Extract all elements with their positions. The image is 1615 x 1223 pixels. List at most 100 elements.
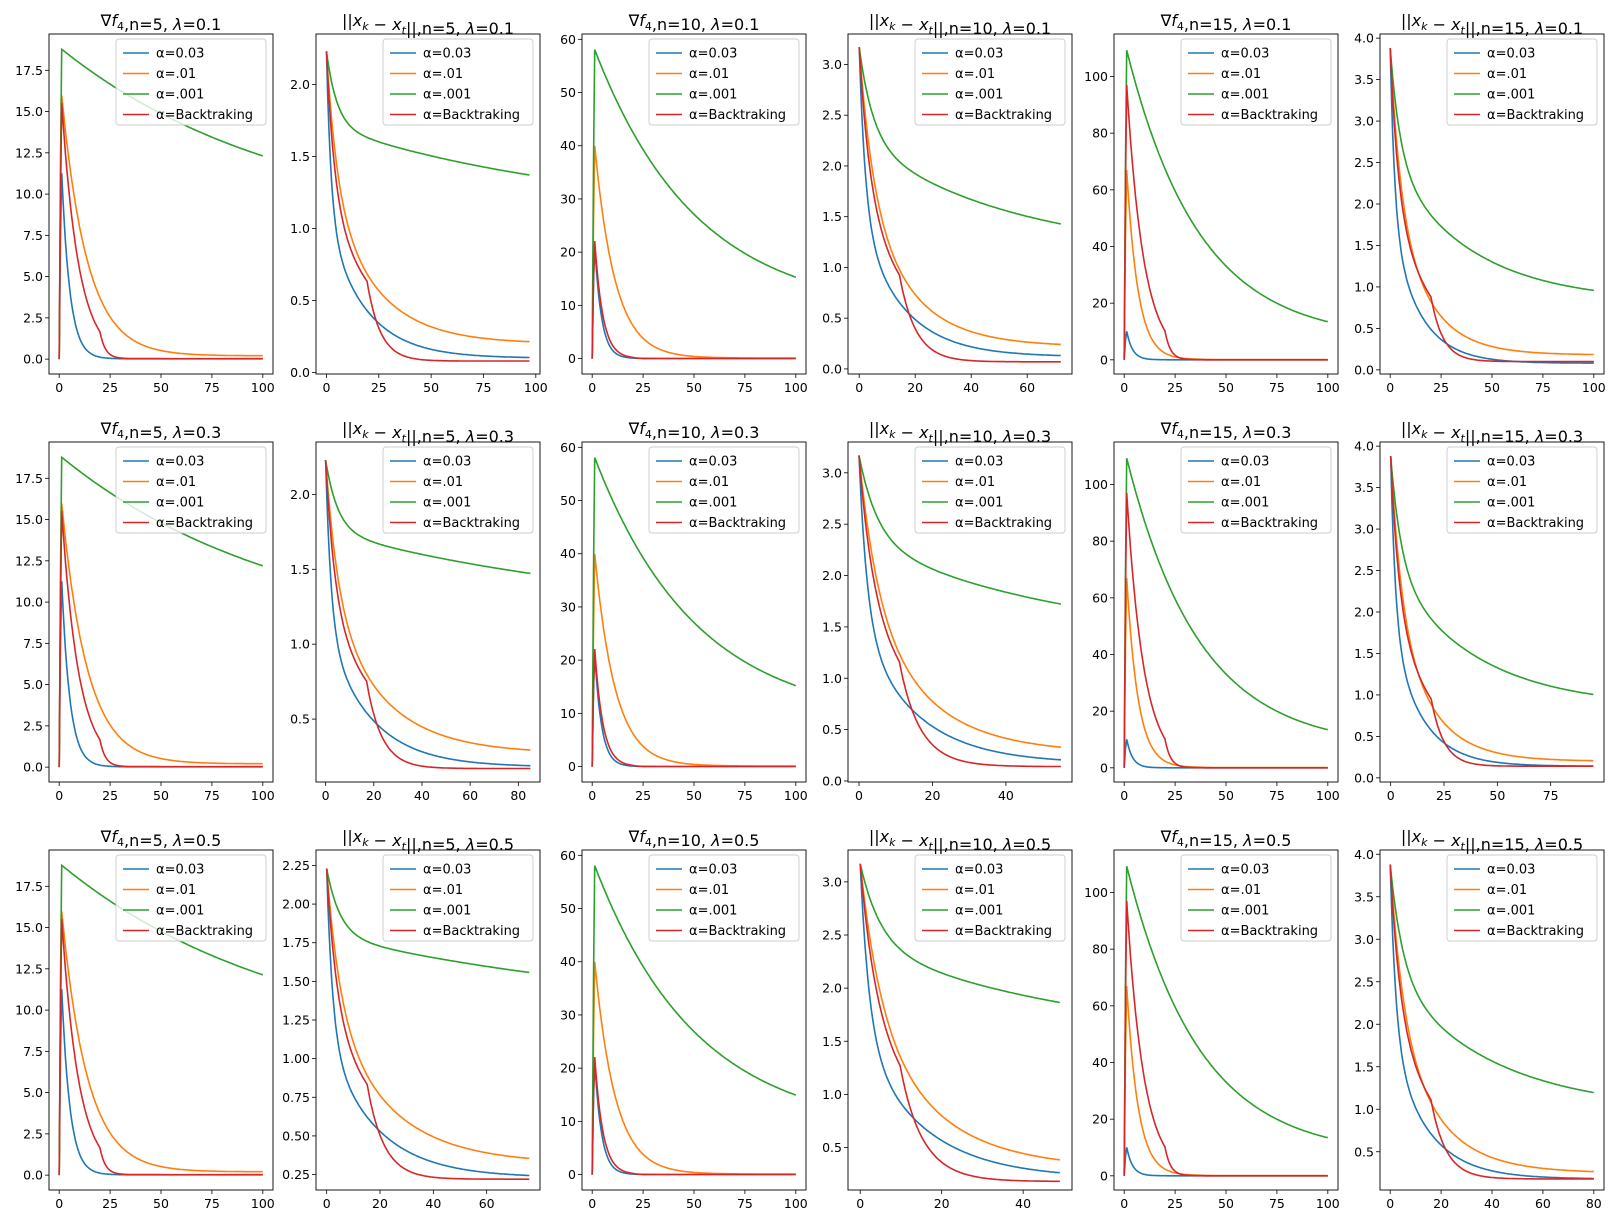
x-tick-label: 75 [1269,788,1285,803]
legend: α=0.03 α=.01 α=.001 α=Backtraking [1180,38,1332,126]
y-tick-label: 2.5 [23,718,43,733]
legend-label: α=.01 [1487,883,1527,898]
legend: α=0.03 α=.01 α=.001 α=Backtraking [382,854,534,942]
y-tick-label: 0.0 [23,352,43,367]
series-line [1123,1147,1328,1177]
y-tick-label: 3.0 [822,874,842,889]
legend-label: α=0.03 [423,47,471,62]
x-tick-label: 0 [855,788,863,803]
subplot: ∇f4,n=5, λ=0.3 0 25 50 75 100 0.0 2.5 5.0 7.5 10.0… [15,419,275,803]
x-tick-label: 25 [102,380,118,395]
y-tick-label: 15.0 [15,512,43,527]
y-tick-label: 60 [560,440,576,455]
series-line [591,457,797,767]
legend-label: α=.001 [156,496,204,511]
series-line [1389,456,1594,696]
series-line [859,863,1060,1183]
legend-label: α=.001 [955,904,1003,919]
legend: α=0.03 α=.01 α=.001 α=Backtraking [1446,38,1598,126]
y-tick-label: 15.0 [15,104,43,119]
subplot: ||xk − xt||,n=15, λ=0.5 0 20 40 60 80 0.5 1.0 1.… [1354,827,1605,1211]
subplot: ||xk − xt||,n=5, λ=0.3 0 20 40 60 80 0.5 1.0 1.5… [290,419,541,803]
subplot-title: ∇f4,n=15, λ=0.3 [1160,419,1292,442]
series-line [858,455,1062,748]
legend: α=0.03 α=.01 α=.001 α=Backtraking [115,446,267,534]
series-line [1389,864,1594,1094]
x-tick-label: 25 [102,1196,118,1211]
y-tick-label: 30 [560,1007,576,1022]
y-tick-label: 1.0 [1354,1102,1374,1117]
y-tick-label: 2.00 [282,897,310,912]
legend: α=0.03 α=.01 α=.001 α=Backtraking [1180,854,1332,942]
x-tick-label: 50 [153,380,169,395]
y-tick-label: 17.5 [15,471,43,486]
y-tick-label: 0.50 [282,1128,310,1143]
x-tick-label: 50 [153,788,169,803]
x-tick-label: 0 [1386,1196,1394,1211]
legend-label: α=0.03 [955,47,1003,62]
series-line [858,47,1061,225]
x-tick-label: 75 [737,380,753,395]
y-tick-label: 1.0 [1354,279,1374,294]
y-tick-label: 0.0 [1354,770,1374,785]
y-tick-label: 60 [560,32,576,47]
y-tick-label: 2.0 [822,568,842,583]
y-tick-label: 0 [1100,1168,1108,1183]
x-tick-label: 100 [251,380,275,395]
y-tick-label: 4.0 [1354,439,1374,454]
x-tick-label: 40 [1015,1196,1031,1211]
x-tick-label: 100 [1316,380,1340,395]
legend-label: α=Backtraking [1487,924,1584,939]
series-line [1123,49,1328,360]
y-tick-label: 0 [568,1167,576,1182]
y-tick-label: 40 [1092,239,1108,254]
y-tick-label: 10 [560,706,576,721]
x-tick-label: 40 [425,1196,441,1211]
subplot-title: ∇f4,n=10, λ=0.5 [628,827,760,850]
legend: α=0.03 α=.01 α=.001 α=Backtraking [648,446,800,534]
y-tick-label: 1.5 [1354,646,1374,661]
legend-label: α=.001 [423,496,471,511]
legend-label: α=.01 [1221,883,1261,898]
y-tick-label: 100 [1084,885,1108,900]
subplot: ∇f4,n=5, λ=0.1 0 25 50 75 100 0.0 2.5 5.0 7.5 10.0… [15,11,275,395]
y-tick-label: 40 [560,546,576,561]
x-tick-label: 50 [686,788,702,803]
y-tick-label: 1.0 [290,637,310,652]
y-tick-label: 0.5 [822,1140,842,1155]
legend-label: α=.001 [689,496,737,511]
legend-label: α=.01 [955,475,995,490]
y-tick-label: 0.0 [1354,362,1374,377]
legend-label: α=.01 [1221,67,1261,82]
y-tick-label: 80 [1092,126,1108,141]
subplot: ||xk − xt||,n=5, λ=0.1 0 25 50 75 100 0.0 0.5 1.… [290,11,548,395]
y-tick-label: 1.5 [822,209,842,224]
x-tick-label: 100 [784,1196,808,1211]
series-line [858,455,1061,768]
subplot: ||xk − xt||,n=10, λ=0.1 0 20 40 60 0.0 0.5 1.0 1… [822,11,1073,395]
y-tick-label: 60 [1092,998,1108,1013]
subplot: ||xk − xt||,n=5, λ=0.5 0 20 40 60 0.25 0.50 0.7… [282,827,541,1211]
x-tick-label: 0 [55,380,63,395]
legend-label: α=Backtraking [423,516,520,531]
y-tick-label: 30 [560,191,576,206]
y-tick-label: 0.5 [1354,1144,1374,1159]
series-line [58,503,263,768]
series-line [58,95,263,360]
y-tick-label: 1.5 [822,1034,842,1049]
x-tick-label: 75 [1269,380,1285,395]
legend-label: α=0.03 [689,47,737,62]
y-tick-label: 0 [1100,760,1108,775]
legend: α=0.03 α=.01 α=.001 α=Backtraking [1446,446,1598,534]
series-line [858,47,1061,346]
y-tick-label: 2.5 [23,1126,43,1141]
legend: α=0.03 α=.01 α=.001 α=Backtraking [115,38,267,126]
legend-label: α=.01 [156,67,196,82]
subplot: ∇f4,n=10, λ=0.5 0 25 50 75 100 0 10 20 30 40 50 60 α=… [560,827,808,1211]
legend-label: α=.001 [423,904,471,919]
subplot: ∇f4,n=15, λ=0.3 0 25 50 75 100 0 20 40 60 80 100 α=0… [1084,419,1340,803]
y-tick-label: 10 [560,298,576,313]
x-tick-label: 50 [1484,380,1500,395]
y-tick-label: 40 [1092,647,1108,662]
series-line [858,455,1062,605]
